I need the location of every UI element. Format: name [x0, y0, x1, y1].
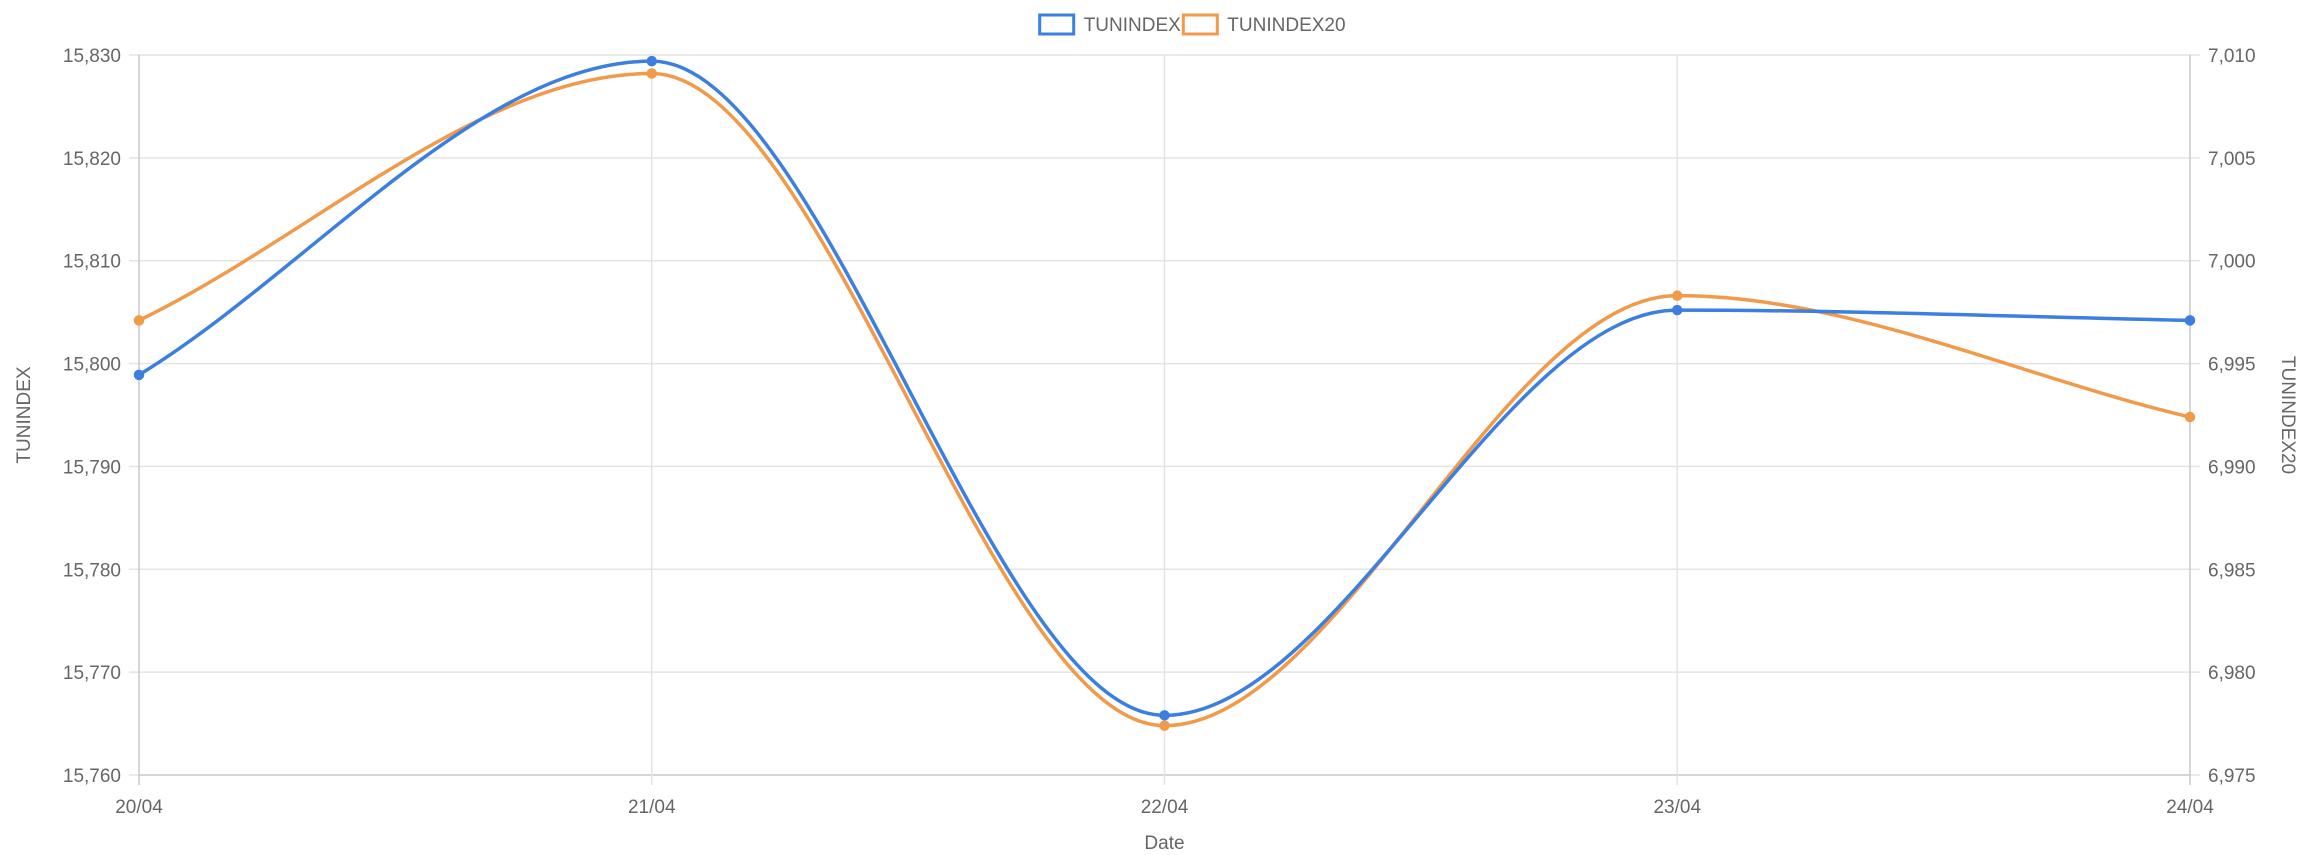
x-tick-label: 20/04 — [115, 797, 163, 818]
y-left-tick-label: 15,810 — [63, 252, 121, 273]
y-left-tick-label: 15,780 — [63, 560, 121, 581]
legend-swatch-tunindex — [1038, 13, 1076, 36]
data-point-tunindex — [2184, 315, 2196, 326]
data-point-tunindex — [1672, 304, 1683, 316]
y-left-tick-label: 15,800 — [63, 355, 121, 376]
y-left-tick-label: 15,770 — [63, 663, 121, 684]
y-right-tick-label: 6,985 — [2208, 560, 2256, 581]
y-left-tick-label: 15,760 — [63, 766, 121, 787]
data-point-tunindex20 — [2184, 411, 2196, 423]
data-point-tunindex20 — [1672, 290, 1683, 301]
data-point-tunindex20 — [1159, 720, 1170, 731]
legend-swatch-tunindex20 — [1181, 13, 1219, 36]
axes: 15,830 7,010 15,820 7,005 15,810 7,000 15,800 6… — [14, 46, 2298, 854]
x-tick-label: 23/04 — [1653, 797, 1701, 818]
y-right-axis-title: TUNINDEX20 — [2277, 356, 2298, 474]
y-right-tick-label: 6,995 — [2208, 355, 2256, 376]
series-lines — [133, 55, 2196, 731]
x-tick-label: 24/04 — [2166, 797, 2214, 818]
data-point-tunindex20 — [133, 315, 145, 326]
x-tick-label: 22/04 — [1141, 797, 1189, 818]
legend-label-tunindex20: TUNINDEX20 — [1227, 15, 1345, 36]
y-right-tick-label: 7,010 — [2208, 46, 2256, 67]
data-point-tunindex — [646, 55, 657, 67]
legend-label-tunindex: TUNINDEX — [1084, 15, 1181, 36]
y-left-tick-label: 15,820 — [63, 149, 121, 170]
y-right-tick-label: 7,000 — [2208, 252, 2256, 273]
legend: TUNINDEX TUNINDEX20 — [1038, 13, 1346, 36]
series-line-tunindex — [137, 59, 2192, 718]
x-tick-label: 21/04 — [628, 797, 676, 818]
y-right-tick-label: 6,980 — [2208, 663, 2256, 684]
data-point-tunindex — [1159, 710, 1170, 721]
series-line-tunindex20 — [137, 71, 2192, 728]
y-right-tick-label: 6,990 — [2208, 457, 2256, 478]
data-point-tunindex20 — [646, 68, 657, 79]
y-left-tick-label: 15,790 — [63, 457, 121, 478]
y-right-tick-label: 6,975 — [2208, 766, 2256, 787]
grid-lines — [129, 54, 2200, 785]
y-left-axis-title: TUNINDEX — [14, 366, 35, 463]
y-right-tick-label: 7,005 — [2208, 149, 2256, 170]
y-left-tick-label: 15,830 — [63, 46, 121, 67]
data-point-tunindex — [133, 369, 145, 381]
x-axis-title: Date — [1144, 833, 1184, 854]
